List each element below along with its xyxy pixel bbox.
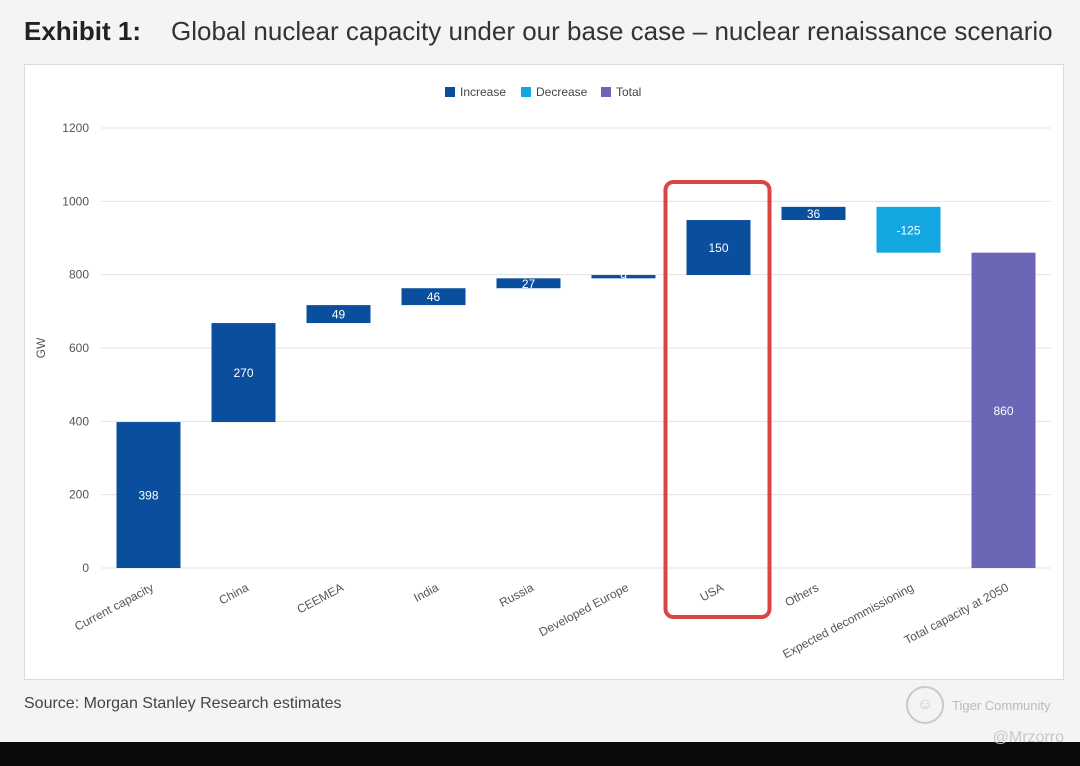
legend-swatch	[445, 87, 455, 97]
watermark-handle: @Mrzorro	[992, 729, 1064, 746]
bar-ceemea	[306, 305, 371, 324]
bar-china	[211, 323, 276, 423]
legend-label: Total	[616, 85, 641, 99]
source-note: Source: Morgan Stanley Research estimate…	[24, 695, 342, 712]
bar-expected-decommissioning	[876, 206, 941, 253]
exhibit-header: Exhibit 1: Global nuclear capacity under …	[24, 16, 1053, 47]
y-tick-label: 1000	[62, 194, 89, 208]
data-label: 46	[427, 290, 441, 304]
bar-current-capacity	[116, 422, 181, 568]
bar-total-capacity-at-2050	[971, 252, 1036, 568]
watermark: ☺ Tiger Community	[906, 686, 1050, 724]
x-tick-label: Others	[783, 580, 821, 609]
data-label: 150	[708, 241, 728, 255]
y-tick-label: 600	[69, 341, 89, 355]
data-label: 398	[138, 489, 158, 503]
x-tick-label: USA	[698, 580, 726, 604]
bar-usa	[686, 220, 751, 276]
x-tick-label: Total capacity at 2050	[902, 580, 1011, 647]
x-tick-label: China	[217, 580, 252, 607]
legend-swatch	[601, 87, 611, 97]
data-label: 49	[332, 308, 346, 322]
y-tick-label: 800	[69, 268, 89, 282]
y-axis-label: GW	[34, 337, 48, 358]
data-label: 27	[522, 277, 536, 291]
data-label: 270	[233, 366, 253, 380]
y-tick-label: 400	[69, 414, 89, 428]
waterfall-chart: 0 200 400 600 800 1000 1200 GW Increase Decrease T…	[34, 85, 1051, 661]
y-tick-label: 0	[82, 561, 89, 575]
bar-russia	[496, 278, 561, 289]
x-tick-label: Developed Europe	[537, 580, 632, 639]
bar-india	[401, 288, 466, 306]
x-tick-label: India	[411, 580, 441, 605]
highlight-box	[663, 180, 772, 619]
y-tick-label: 1200	[62, 121, 89, 135]
legend-swatch	[521, 87, 531, 97]
y-tick-label: 200	[69, 488, 89, 502]
x-tick-label: CEEMEA	[295, 580, 346, 616]
chart-card: 0 200 400 600 800 1000 1200 GW Increase Decrease T…	[24, 64, 1064, 680]
exhibit-number: Exhibit 1:	[24, 16, 142, 46]
legend-label: Decrease	[536, 85, 588, 99]
bar-developed-europe	[591, 275, 656, 279]
chart-title: Global nuclear capacity under our base c…	[171, 16, 1053, 46]
data-label: 9	[620, 270, 627, 284]
data-label: -125	[896, 223, 920, 237]
legend-label: Increase	[460, 85, 506, 99]
bottom-bar	[0, 742, 1080, 766]
x-tick-label: Current capacity	[72, 580, 156, 633]
data-label: 860	[993, 404, 1013, 418]
tiger-logo-icon: ☺	[906, 686, 944, 724]
x-tick-label: Russia	[497, 580, 536, 610]
bar-others	[781, 206, 846, 221]
data-label: 36	[807, 207, 821, 221]
watermark-brand: Tiger Community	[952, 697, 1051, 713]
